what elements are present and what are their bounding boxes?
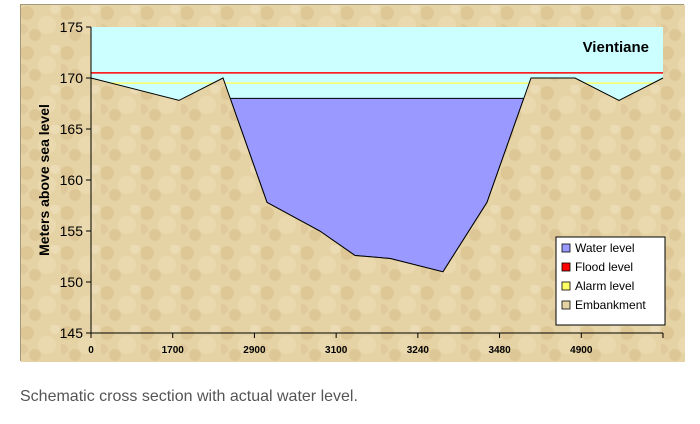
y-axis-label: Meters above sea level [36,104,52,256]
legend-swatch [561,281,571,291]
y-tick-label: 150 [60,274,84,290]
x-tick-label: 3480 [488,345,511,356]
embankment-area [91,78,663,333]
y-tick-label: 145 [60,325,84,341]
legend-swatch [561,300,571,310]
x-tick-label: 3100 [325,345,348,356]
y-tick-label: 160 [60,172,84,188]
y-tick-label: 175 [60,19,84,35]
x-tick-label: 1700 [162,345,185,356]
legend-label: Water level [575,241,635,255]
legend-swatch [561,262,571,272]
chart-frame: 145 150 155 160 165 170 175 0 1700 2900 3100 3240 34… [20,4,685,362]
legend-label: Flood level [575,260,633,274]
x-tick-label: 3240 [407,345,430,356]
caption: Schematic cross section with actual wate… [20,388,358,405]
embankment-outline [90,77,664,273]
y-tick-label: 155 [60,223,84,239]
y-tick-label: 165 [60,121,84,137]
legend-swatch [561,243,571,253]
x-tick-label: 2900 [243,345,266,356]
legend-label: Embankment [575,298,646,312]
legend-box [555,236,666,326]
chart-title: Vientiane [583,39,649,56]
legend-label: Alarm level [575,279,634,293]
x-tick-label: 4900 [570,345,593,356]
x-tick-label: 0 [88,345,94,356]
y-tick-label: 170 [60,70,84,86]
chart: 145 150 155 160 165 170 175 0 1700 2900 3100 3240 34… [21,5,685,362]
